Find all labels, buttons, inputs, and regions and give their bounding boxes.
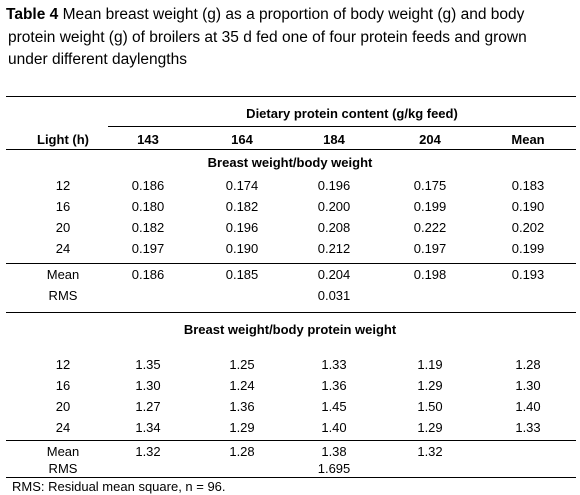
table-cell: 0.199	[511, 241, 545, 256]
table-cell: 0.180	[131, 199, 165, 214]
light-header: Light (h)	[37, 132, 89, 147]
table-cell: 0.222	[413, 220, 447, 235]
column-group-rule	[108, 126, 576, 127]
section-divider	[6, 312, 576, 313]
table-cell: 1.25	[229, 357, 255, 372]
column-header: Mean	[511, 132, 545, 147]
mean-cell: 0.185	[225, 267, 259, 282]
column-header: 204	[419, 132, 441, 147]
light-cell: 20	[55, 399, 71, 414]
table-cell: 1.30	[515, 378, 541, 393]
column-header: 164	[231, 132, 253, 147]
table-cell: 1.29	[417, 378, 443, 393]
table-cell: 1.29	[417, 420, 443, 435]
table-cell: 0.182	[131, 220, 165, 235]
section-title: Breast weight/body protein weight	[183, 322, 397, 337]
mean-cell: 0.186	[131, 267, 165, 282]
section-2-divider	[6, 440, 576, 441]
table-cell: 0.196	[225, 220, 259, 235]
table-cell: 1.29	[229, 420, 255, 435]
mean-cell: 1.28	[229, 444, 255, 459]
light-cell: 16	[55, 378, 71, 393]
table-cell: 0.196	[317, 178, 351, 193]
light-cell: 16	[55, 199, 71, 214]
table-cell: 0.208	[317, 220, 351, 235]
table-cell: 1.33	[321, 357, 347, 372]
table-footnote: RMS: Residual mean square, n = 96.	[12, 479, 226, 494]
column-header: 143	[137, 132, 159, 147]
section-1-divider	[6, 263, 576, 264]
table-cell: 1.24	[229, 378, 255, 393]
rms-value: 0.031	[317, 288, 351, 303]
table-cell: 0.200	[317, 199, 351, 214]
light-cell: 24	[55, 420, 71, 435]
table-cell: 0.199	[413, 199, 447, 214]
rms-label: RMS	[48, 288, 78, 303]
table-caption: Table 4 Mean breast weight (g) as a prop…	[6, 4, 576, 72]
table-cell: 1.50	[417, 399, 443, 414]
table-cell: 0.174	[225, 178, 259, 193]
light-cell: 24	[55, 241, 71, 256]
table-cell: 1.36	[321, 378, 347, 393]
mean-cell: 0.204	[317, 267, 351, 282]
caption-line-1: Mean breast weight (g) as a proportion o…	[58, 6, 525, 23]
table-cell: 0.197	[413, 241, 447, 256]
rms-value: 1.695	[317, 461, 351, 476]
table-cell: 1.40	[515, 399, 541, 414]
table-cell: 0.202	[511, 220, 545, 235]
table-cell: 1.35	[135, 357, 161, 372]
section-title: Breast weight/body weight	[207, 155, 373, 170]
mean-cell: 0.193	[511, 267, 545, 282]
mean-cell: 1.38	[321, 444, 347, 459]
mean-label: Mean	[46, 444, 80, 459]
light-cell: 12	[55, 178, 71, 193]
table-cell: 1.40	[321, 420, 347, 435]
column-header: 184	[323, 132, 345, 147]
mean-cell: 1.32	[417, 444, 443, 459]
mean-cell: 0.198	[413, 267, 447, 282]
rms-label: RMS	[48, 461, 78, 476]
table-cell: 1.34	[135, 420, 161, 435]
table-cell: 0.197	[131, 241, 165, 256]
header-rule	[6, 149, 576, 150]
caption-line-2: protein weight (g) of broilers at 35 d f…	[8, 28, 527, 46]
mean-cell: 1.32	[135, 444, 161, 459]
light-cell: 12	[55, 357, 71, 372]
column-group-header: Dietary protein content (g/kg feed)	[246, 106, 458, 121]
light-cell: 20	[55, 220, 71, 235]
table-cell: 1.30	[135, 378, 161, 393]
table-cell: 1.27	[135, 399, 161, 414]
mean-label: Mean	[46, 267, 80, 282]
table-cell: 0.175	[413, 178, 447, 193]
table-cell: 0.190	[225, 241, 259, 256]
table-top-rule	[6, 96, 576, 97]
caption-line-3: under different daylengths	[8, 51, 187, 68]
table-cell: 0.190	[511, 199, 545, 214]
table-bottom-rule	[6, 477, 576, 478]
table-cell: 0.183	[511, 178, 545, 193]
table-cell: 1.36	[229, 399, 255, 414]
table-cell: 0.182	[225, 199, 259, 214]
table-cell: 1.19	[417, 357, 443, 372]
table-cell: 1.28	[515, 357, 541, 372]
table-cell: 0.212	[317, 241, 351, 256]
table-cell: 1.45	[321, 399, 347, 414]
table-label: Table 4	[6, 6, 59, 23]
table-cell: 1.33	[515, 420, 541, 435]
table-cell: 0.186	[131, 178, 165, 193]
